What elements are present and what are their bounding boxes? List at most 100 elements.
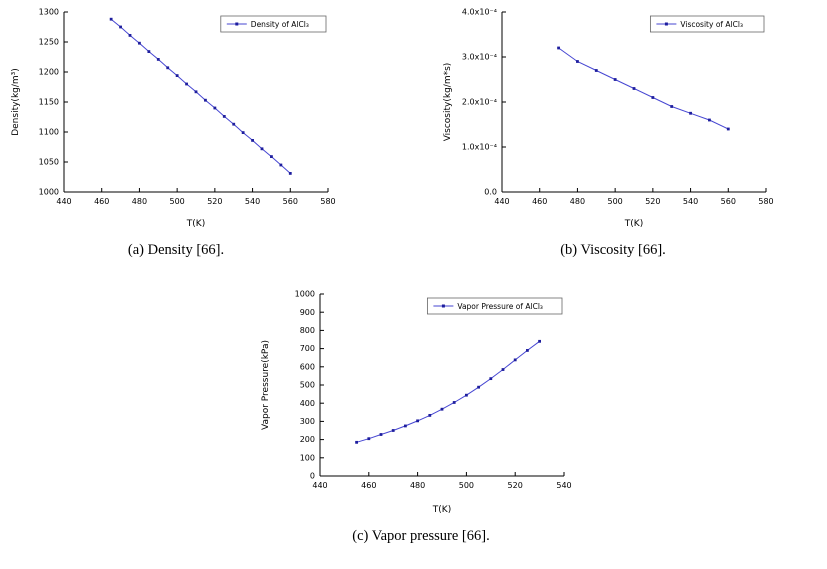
viscosity-chart-figure: 440 460 480 500 520 540 560 580 0.0 1.0x10⁻⁴ 2.0x1… xyxy=(438,2,788,259)
data-point-marker xyxy=(251,139,254,142)
y-tick-label: 1250 xyxy=(39,38,59,47)
y-tick-label: 800 xyxy=(300,326,315,335)
x-tick-label: 540 xyxy=(245,197,260,206)
data-point-marker xyxy=(726,127,730,131)
viscosity-chart: 440 460 480 500 520 540 560 580 0.0 1.0x10⁻⁴ 2.0x1… xyxy=(443,8,774,229)
x-tick-label: 520 xyxy=(508,481,523,490)
y-tick-label: 3.0x10⁻⁴ xyxy=(462,53,497,62)
data-point-marker xyxy=(185,82,188,86)
data-point-marker xyxy=(204,98,207,102)
data-point-marker xyxy=(689,111,692,115)
data-point-marker xyxy=(557,46,560,50)
x-tick-label: 580 xyxy=(758,197,773,206)
data-point-marker xyxy=(213,106,217,110)
data-point-marker xyxy=(538,339,541,343)
x-tick-label: 580 xyxy=(320,197,335,206)
data-point-marker xyxy=(270,155,273,158)
data-point-marker xyxy=(260,147,264,151)
y-tick-label: 1150 xyxy=(39,98,59,107)
legend-box xyxy=(649,15,765,33)
legend-box xyxy=(220,15,327,33)
y-tick-label: 2.0x10⁻⁴ xyxy=(462,98,497,107)
data-point-marker xyxy=(288,172,292,175)
x-axis-label: T(K) xyxy=(186,219,205,229)
data-point-marker xyxy=(128,34,132,37)
y-tick-label: 1000 xyxy=(295,290,315,299)
y-tick-label: 100 xyxy=(300,453,315,462)
x-tick-label: 540 xyxy=(683,197,698,206)
x-axis-label: T(K) xyxy=(432,505,451,515)
x-axis-label: T(K) xyxy=(624,219,643,229)
y-tick-label: 1200 xyxy=(39,68,59,77)
data-point-marker xyxy=(452,401,456,404)
data-point-marker xyxy=(156,58,160,61)
data-point-marker xyxy=(416,419,419,423)
density-chart-figure: 440 460 480 500 520 540 560 580 1000 1050 1100 1150… xyxy=(6,2,346,259)
data-point-marker xyxy=(440,407,444,411)
data-point-marker xyxy=(465,393,468,397)
y-tick-label: 1050 xyxy=(39,158,59,167)
legend-marker-sample xyxy=(664,22,668,26)
data-point-marker xyxy=(367,437,371,441)
data-point-marker xyxy=(279,163,283,167)
data-point-marker xyxy=(576,60,579,63)
y-tick-label: 400 xyxy=(300,399,315,408)
x-tick-label: 480 xyxy=(570,197,585,206)
x-tick-label: 520 xyxy=(645,197,660,206)
legend-box xyxy=(426,297,563,315)
data-point-marker xyxy=(513,358,517,362)
x-tick-label: 460 xyxy=(361,481,376,490)
data-point-marker xyxy=(232,122,236,126)
data-point-marker xyxy=(613,78,617,81)
x-tick-label: 460 xyxy=(532,197,547,206)
y-tick-label: 1.0x10⁻⁴ xyxy=(462,143,497,152)
x-tick-label: 560 xyxy=(721,197,736,206)
y-tick-label: 0 xyxy=(310,472,315,481)
y-tick-label: 4.0x10⁻⁴ xyxy=(462,8,497,17)
x-tick-label: 500 xyxy=(459,481,474,490)
y-tick-label: 900 xyxy=(300,308,315,317)
viscosity-caption: (b) Viscosity [66]. xyxy=(560,242,666,258)
data-point-marker xyxy=(632,87,636,90)
data-point-marker xyxy=(651,96,655,99)
y-tick-label: 500 xyxy=(300,381,315,390)
x-tick-label: 540 xyxy=(556,481,571,490)
y-tick-label: 1100 xyxy=(39,128,59,137)
y-tick-label: 1300 xyxy=(39,8,59,17)
series-line xyxy=(558,47,729,130)
vapor-pressure-chart-figure: 440 460 480 500 520 540 0 100 200 300 400 500 600 700… xyxy=(256,282,586,545)
data-point-marker xyxy=(391,429,395,432)
data-point-marker xyxy=(241,131,245,134)
data-point-marker xyxy=(109,17,113,21)
y-axis-label: Vapor Pressure(kPa) xyxy=(261,340,271,430)
x-tick-label: 440 xyxy=(494,197,509,206)
legend-label: Vapor Pressure of AlCl₃ xyxy=(457,302,543,311)
data-point-marker xyxy=(594,69,598,72)
y-tick-label: 600 xyxy=(300,362,315,371)
x-tick-label: 480 xyxy=(410,481,425,490)
legend-label: Density of AlCl₃ xyxy=(251,20,309,29)
data-point-marker xyxy=(501,368,505,371)
data-point-marker xyxy=(477,385,480,389)
data-point-marker xyxy=(404,424,407,428)
data-point-marker xyxy=(119,25,122,29)
y-axis-label: Viscosity(kg/m*s) xyxy=(443,63,453,142)
y-axis-label: Density(kg/m³) xyxy=(11,68,21,136)
data-point-marker xyxy=(708,118,711,122)
data-point-marker xyxy=(138,41,141,45)
vapor-pressure-chart: 440 460 480 500 520 540 0 100 200 300 400 500 600 700… xyxy=(261,290,572,515)
data-point-marker xyxy=(379,433,383,436)
x-tick-label: 440 xyxy=(56,197,71,206)
y-tick-label: 300 xyxy=(300,417,315,426)
density-caption: (a) Density [66]. xyxy=(127,242,225,258)
x-tick-label: 560 xyxy=(283,197,298,206)
y-tick-label: 1000 xyxy=(39,188,59,197)
legend-label: Viscosity of AlCl₃ xyxy=(680,20,743,29)
y-tick-label: 700 xyxy=(300,344,315,353)
data-point-marker xyxy=(175,74,179,77)
x-tick-label: 460 xyxy=(94,197,109,206)
density-chart: 440 460 480 500 520 540 560 580 1000 1050 1100 1150… xyxy=(11,8,336,229)
x-tick-label: 480 xyxy=(132,197,147,206)
data-point-marker xyxy=(194,90,198,94)
